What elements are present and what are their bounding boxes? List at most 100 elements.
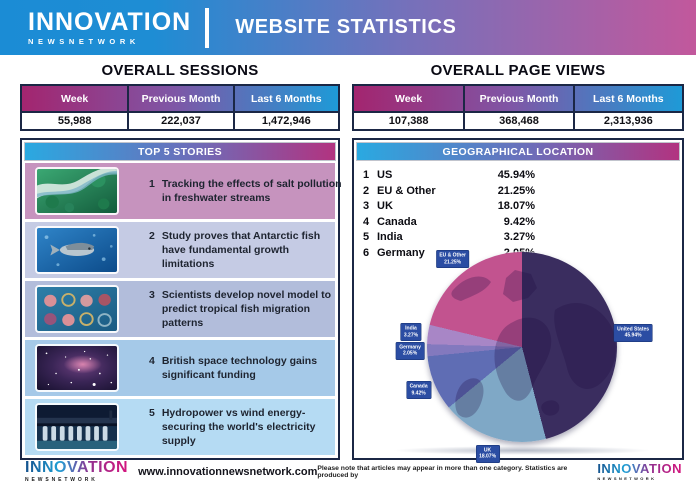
story-text: 2 Study proves that Antarctic fish have … [149,229,344,272]
footer-note: Please note that articles may appear in … [317,464,568,479]
brand-logo-title: INNOVATION [28,7,192,36]
story-rank: 1 [149,177,155,190]
header: INNOVATION NEWSNETWORK WEBSITE STATISTIC… [0,0,696,55]
geo-value: 21.25% [497,184,535,197]
story-rank: 3 [149,288,155,301]
story-text: 3 Scientists develop novel model to pred… [149,288,344,331]
geo-rank: 4 [363,215,370,228]
table-header-cell: Previous Month [463,86,572,111]
sessions-table: Week Previous Month Last 6 Months 55,988… [20,84,340,131]
website-url-link[interactable]: www.innovationnewsnetwork.com [138,465,318,478]
table-cell: 55,988 [57,115,92,127]
pie-callout-label: India 3.27% [400,323,422,341]
pageviews-table-values: 107,388 368,468 2,313,936 [354,111,682,129]
story-text: 4 British space technology gains signifi… [149,354,344,382]
geo-list-item: 1 US 45.94% [363,168,535,184]
story-item-3[interactable]: 3 Scientists develop novel model to pred… [25,281,335,337]
top-stories-heading: TOP 5 STORIES [24,142,336,161]
world-map-overlay [451,270,616,418]
geo-value: 18.07% [497,200,535,212]
geo-label: Canada [377,215,417,228]
story-rank: 4 [149,354,155,367]
geo-heading: GEOGRAPHICAL LOCATION [356,142,680,161]
geo-list-item: 4 Canada 9.42% [363,215,535,231]
story-text: 5 Hydropower vs wind energy- securing th… [149,406,344,449]
pageviews-table-header: Week Previous Month Last 6 Months [354,86,682,111]
aerial-river-photo [35,167,119,215]
top-stories-panel: TOP 5 STORIES [20,138,342,460]
story-item-2[interactable]: 2 Study proves that Antarctic fish have … [25,222,335,278]
pie-callout-label: UK 18.07% [476,445,500,463]
hydropower-dam-photo [35,403,119,451]
footer-brand-subtitle: NEWSNETWORK [25,477,98,483]
pageviews-column: OVERALL PAGE VIEWS Week Previous Month L… [352,60,684,463]
pie-callout-label: United States 45.94% [614,324,653,342]
table-header-cell: Week [61,92,89,105]
geo-rank: 6 [363,246,370,259]
table-header-cell: Previous Month [127,86,232,111]
table-header-cell: Last 6 Months [572,86,682,111]
footer-brand-title: INNOVATION [25,459,129,476]
header-divider [205,7,210,48]
story-item-5[interactable]: 5 Hydropower vs wind energy- securing th… [25,399,335,455]
geo-list-item: 5 India 3.27% [363,230,535,246]
globe-shadow [392,446,652,455]
table-cell: 1,472,946 [232,113,338,129]
geo-rank: 3 [363,200,370,212]
story-rank: 2 [149,229,155,242]
geo-rank: 5 [363,231,370,243]
sessions-column: OVERALL SESSIONS Week Previous Month Las… [20,60,342,460]
brand-logo-subtitle: NEWSNETWORK [28,36,140,46]
main-content: OVERALL SESSIONS Week Previous Month Las… [0,55,696,463]
geo-label: US [377,169,393,181]
footer-producer-subtitle: NEWSNETWORK [597,476,657,481]
geo-list: 1 US 45.94% 2 EU & Other 21.25% 3 UK [363,168,535,261]
geo-list-item: 3 UK 18.07% [363,199,535,215]
page-title: WEBSITE STATISTICS [235,16,457,38]
geo-value: 45.94% [497,169,535,181]
pie-callout-label: EU & Other 21.25% [436,250,469,268]
galaxy-photo [35,344,119,392]
story-title: British space technology gains significa… [161,354,318,381]
table-cell: 222,037 [127,113,232,129]
story-title: Study proves that Antarctic fish have fu… [161,229,321,271]
story-text: 1 Tracking the effects of salt pollution… [149,177,344,205]
pie-callout-label: Canada 9.42% [406,381,431,399]
antarctic-fish-photo [35,226,119,274]
table-cell: 2,313,936 [572,113,682,129]
table-cell: 107,388 [388,115,429,127]
geo-pie-globe [427,252,617,442]
table-header-cell: Last 6 Months [232,86,338,111]
story-title: Scientists develop novel model to predic… [161,288,332,330]
footer: INNOVATION NEWSNETWORK www.innovationnew… [0,455,696,492]
sessions-table-header: Week Previous Month Last 6 Months [22,86,338,111]
geo-label: UK [377,200,393,212]
table-header-cell: Week [395,92,423,105]
geo-label: India [377,231,403,243]
story-title: Tracking the effects of salt pollution i… [161,177,342,204]
pageviews-table: Week Previous Month Last 6 Months 107,38… [352,84,684,131]
geo-panel: GEOGRAPHICAL LOCATION 1 US 45.94% 2 EU &… [352,138,684,463]
sessions-table-values: 55,988 222,037 1,472,946 [22,111,338,129]
geo-value: 9.42% [503,215,535,228]
table-cell: 368,468 [463,113,572,129]
geo-rank: 1 [363,169,370,181]
pageviews-title: OVERALL PAGE VIEWS [430,62,606,79]
story-item-4[interactable]: 4 British space technology gains signifi… [25,340,335,396]
geo-rank: 2 [363,184,370,197]
brand-logo: INNOVATION NEWSNETWORK [28,7,192,46]
sessions-title: OVERALL SESSIONS [101,62,259,79]
geo-label: EU & Other [377,184,436,197]
petri-dishes-photo [35,285,119,333]
story-item-1[interactable]: 1 Tracking the effects of salt pollution… [25,163,342,219]
footer-brand-logo: INNOVATION NEWSNETWORK [25,460,128,483]
geo-value: 3.27% [503,231,535,243]
footer-producer-logo: INNOVATION NEWSNETWORK [597,462,682,481]
footer-producer-title: INNOVATION [597,461,682,476]
geo-label: Germany [377,246,425,259]
pie-callout-label: Germany 2.05% [396,342,424,360]
geo-list-item: 2 EU & Other 21.25% [363,184,535,200]
story-rank: 5 [149,406,155,419]
story-title: Hydropower vs wind energy- securing the … [161,406,316,448]
